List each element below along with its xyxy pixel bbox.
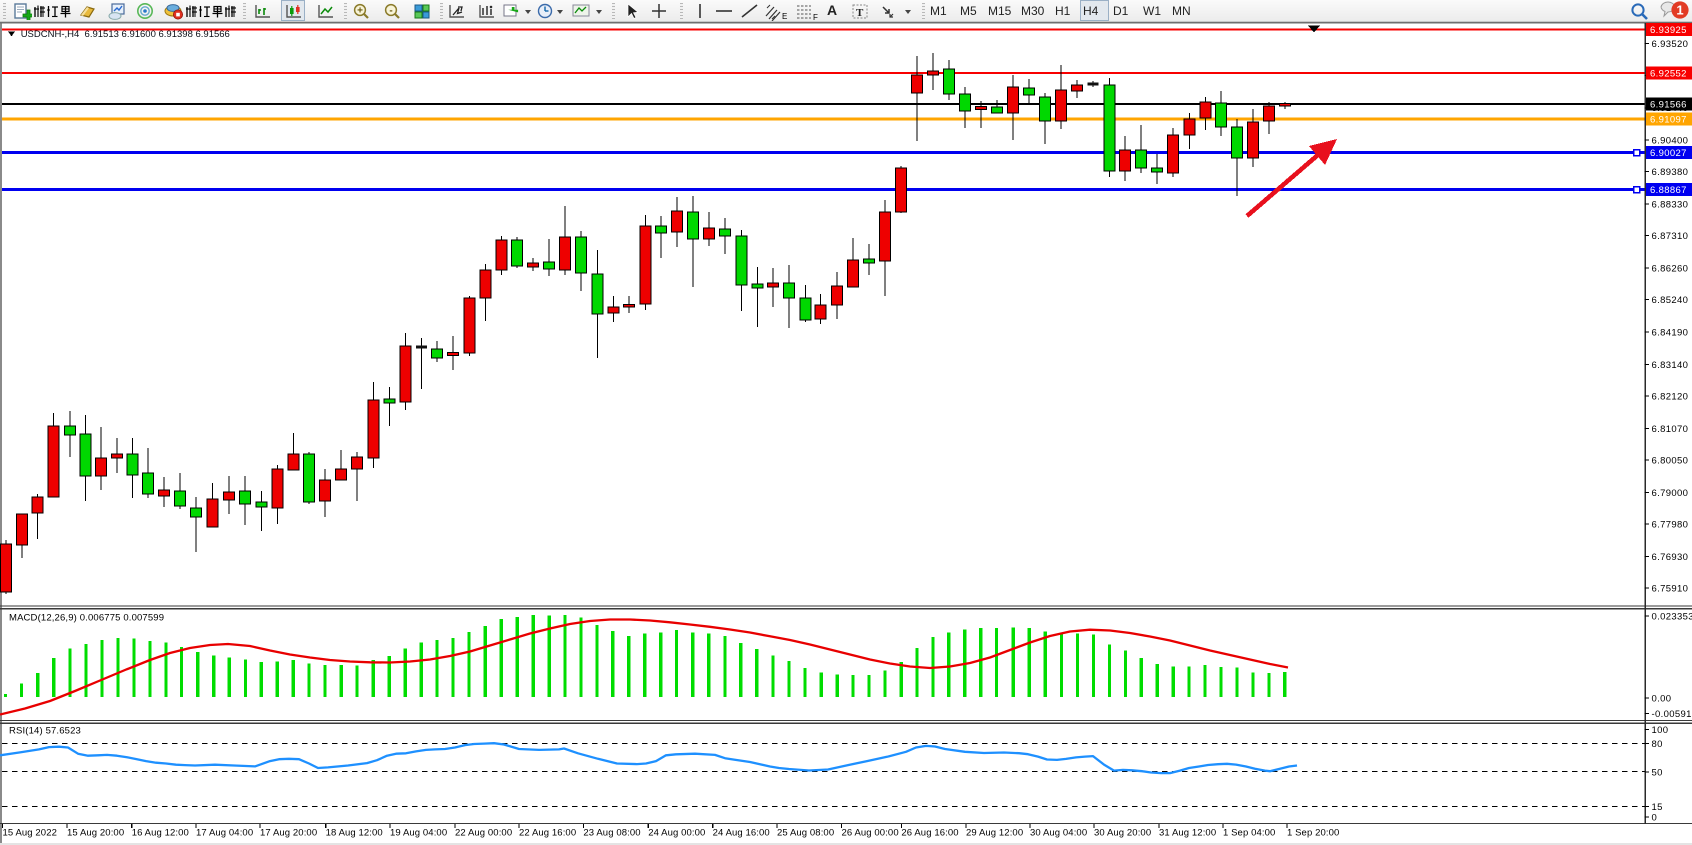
svg-text:23 Aug 08:00: 23 Aug 08:00	[583, 828, 640, 839]
svg-text:16 Aug 12:00: 16 Aug 12:00	[132, 828, 189, 839]
svg-text:F: F	[813, 13, 818, 21]
svg-text:30 Aug 04:00: 30 Aug 04:00	[1030, 828, 1087, 839]
svg-text:6.79000: 6.79000	[1652, 488, 1689, 499]
svg-text:6.88330: 6.88330	[1652, 199, 1689, 210]
svg-text:6.83140: 6.83140	[1652, 360, 1689, 371]
svg-text:0.023353: 0.023353	[1652, 611, 1692, 622]
svg-text:6.93925: 6.93925	[1650, 25, 1687, 36]
svg-text:15 Aug 2022: 15 Aug 2022	[3, 828, 57, 839]
svg-text:6.77980: 6.77980	[1652, 519, 1689, 530]
svg-text:6.85240: 6.85240	[1652, 295, 1689, 306]
svg-text:6.90027: 6.90027	[1650, 148, 1687, 159]
svg-text:RSI(14) 57.6523: RSI(14) 57.6523	[9, 726, 81, 737]
svg-text:6.89380: 6.89380	[1652, 167, 1689, 178]
svg-text:15: 15	[1652, 802, 1663, 813]
svg-text:80: 80	[1652, 739, 1663, 750]
svg-text:6.88867: 6.88867	[1650, 185, 1687, 196]
svg-text:15 Aug 20:00: 15 Aug 20:00	[67, 828, 124, 839]
svg-text:E: E	[782, 12, 787, 21]
svg-text:17 Aug 20:00: 17 Aug 20:00	[260, 828, 317, 839]
svg-text:1: 1	[1676, 3, 1683, 18]
svg-text:31 Aug 12:00: 31 Aug 12:00	[1159, 828, 1216, 839]
svg-text:6.87310: 6.87310	[1652, 231, 1689, 242]
svg-text:22 Aug 00:00: 22 Aug 00:00	[455, 828, 512, 839]
svg-text:1 Sep 04:00: 1 Sep 04:00	[1223, 828, 1275, 839]
svg-text:-: -	[389, 6, 392, 17]
svg-text:6.84190: 6.84190	[1652, 327, 1689, 338]
svg-text:6.90400: 6.90400	[1652, 135, 1689, 146]
svg-text:50: 50	[1652, 767, 1663, 778]
svg-text:18 Aug 12:00: 18 Aug 12:00	[326, 828, 383, 839]
svg-text:6.93520: 6.93520	[1652, 39, 1689, 50]
svg-text:6.75910: 6.75910	[1652, 583, 1689, 594]
svg-text:6.86260: 6.86260	[1652, 263, 1689, 274]
svg-text:25 Aug 08:00: 25 Aug 08:00	[777, 828, 834, 839]
svg-text:USDCNH-,H4 6.91513 6.91600 6.: USDCNH-,H4 6.91513 6.91600 6.91398 6.915…	[21, 29, 230, 40]
svg-text:100: 100	[1652, 725, 1669, 736]
svg-text:6.92552: 6.92552	[1650, 69, 1687, 80]
svg-text:24 Aug 00:00: 24 Aug 00:00	[648, 828, 705, 839]
svg-text:6.80050: 6.80050	[1652, 455, 1689, 466]
svg-text:MACD(12,26,9) 0.006775 0.00759: MACD(12,26,9) 0.006775 0.007599	[9, 613, 164, 624]
svg-text:+: +	[357, 6, 363, 17]
svg-text:-0.00591: -0.00591	[1652, 709, 1692, 720]
svg-text:19 Aug 04:00: 19 Aug 04:00	[390, 828, 447, 839]
svg-text:6.82120: 6.82120	[1652, 391, 1689, 402]
svg-text:24 Aug 16:00: 24 Aug 16:00	[713, 828, 770, 839]
svg-text:17 Aug 04:00: 17 Aug 04:00	[196, 828, 253, 839]
svg-text:22 Aug 16:00: 22 Aug 16:00	[519, 828, 576, 839]
svg-text:6.81070: 6.81070	[1652, 424, 1689, 435]
svg-text:30 Aug 20:00: 30 Aug 20:00	[1094, 828, 1151, 839]
svg-text:6.91566: 6.91566	[1650, 100, 1687, 111]
svg-text:29 Aug 12:00: 29 Aug 12:00	[966, 828, 1023, 839]
svg-text:26 Aug 16:00: 26 Aug 16:00	[901, 828, 958, 839]
svg-text:6.91097: 6.91097	[1650, 115, 1687, 126]
svg-text:6.76930: 6.76930	[1652, 552, 1689, 563]
svg-text:1 Sep 20:00: 1 Sep 20:00	[1287, 828, 1339, 839]
svg-text:T: T	[856, 7, 864, 19]
svg-text:0.00: 0.00	[1652, 693, 1672, 704]
svg-text:26 Aug 00:00: 26 Aug 00:00	[842, 828, 899, 839]
svg-text:0: 0	[1652, 812, 1658, 823]
